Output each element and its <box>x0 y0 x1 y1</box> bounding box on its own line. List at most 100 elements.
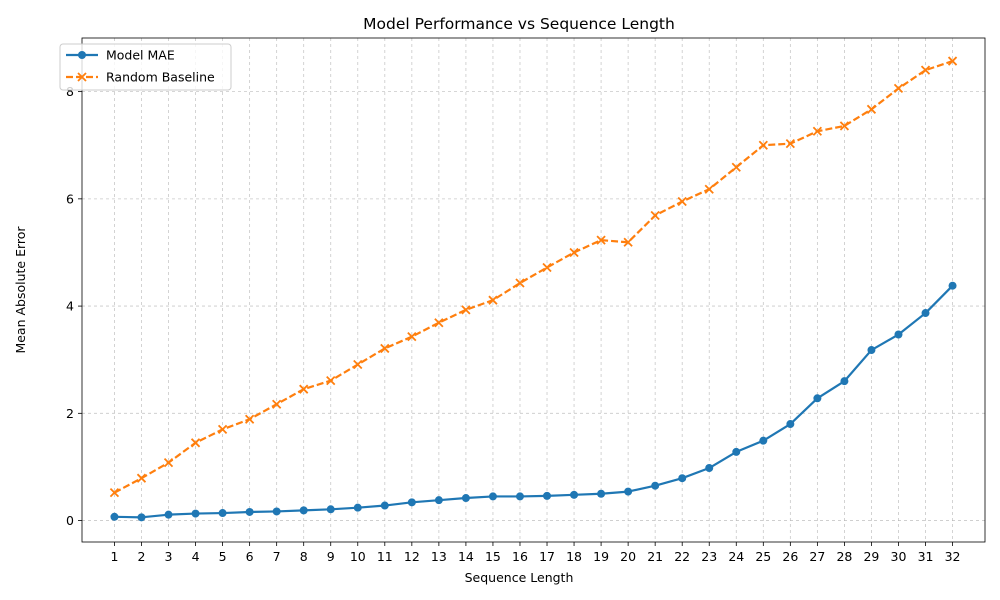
data-point-model-mae <box>299 506 308 515</box>
data-point-model-mae <box>705 464 714 473</box>
data-point-random-baseline <box>623 237 633 247</box>
data-point-model-mae <box>380 501 389 510</box>
grid <box>82 38 985 542</box>
x-tick-label: 5 <box>219 549 227 564</box>
data-point-random-baseline <box>920 65 931 75</box>
data-point-random-baseline <box>380 343 390 354</box>
data-point-random-baseline <box>650 210 660 221</box>
data-point-model-mae <box>137 513 146 522</box>
data-point-model-mae <box>624 487 633 496</box>
x-axis-label: Sequence Length <box>465 570 574 585</box>
data-point-model-mae <box>921 309 930 318</box>
legend-label-random-baseline: Random Baseline <box>106 70 215 85</box>
data-point-model-mae <box>570 490 579 499</box>
x-tick-label: 4 <box>192 549 200 564</box>
data-point-random-baseline <box>515 278 525 288</box>
data-point-random-baseline <box>812 126 823 136</box>
series-line-model-mae <box>114 284 954 519</box>
data-point-random-baseline <box>109 488 120 498</box>
x-axis: 1 2 3 4 5 6 7 8 9 10 11 12 13 14 15 16 17 18 19 20 21 22 23 24 2… <box>110 542 961 564</box>
data-point-model-mae <box>326 505 335 514</box>
data-point-random-baseline <box>299 384 309 394</box>
data-point-random-baseline <box>542 262 552 273</box>
y-axis-label: Mean Absolute Error <box>13 226 28 354</box>
data-point-random-baseline <box>947 56 958 66</box>
data-point-random-baseline <box>731 162 741 172</box>
x-tick-label: 32 <box>945 549 961 564</box>
data-point-random-baseline <box>326 375 336 386</box>
x-tick-label: 18 <box>566 549 582 564</box>
data-point-model-mae <box>678 474 687 483</box>
x-tick-label: 8 <box>300 549 308 564</box>
data-point-model-mae <box>651 481 660 490</box>
data-point-random-baseline <box>136 473 147 483</box>
y-axis: 0 2 4 6 8 <box>66 84 82 528</box>
x-tick-label: 12 <box>404 549 420 564</box>
x-tick-label: 10 <box>350 549 366 564</box>
x-tick-label: 11 <box>377 549 393 564</box>
x-tick-label: 14 <box>458 549 474 564</box>
data-point-model-mae <box>867 346 876 355</box>
x-tick-label: 24 <box>728 549 744 564</box>
x-tick-label: 13 <box>431 549 447 564</box>
x-tick-label: 2 <box>138 549 146 564</box>
data-point-random-baseline <box>677 196 687 207</box>
data-point-random-baseline <box>596 235 606 245</box>
data-point-random-baseline <box>758 140 768 150</box>
data-point-model-mae <box>110 512 119 521</box>
series-layer <box>109 56 958 522</box>
legend-label-model-mae: Model MAE <box>106 48 175 63</box>
data-point-random-baseline <box>866 104 877 114</box>
chart-title: Model Performance vs Sequence Length <box>363 15 675 33</box>
x-tick-label: 23 <box>701 549 717 564</box>
series-random-baseline <box>109 56 958 498</box>
data-point-random-baseline <box>353 359 363 370</box>
data-point-random-baseline <box>893 83 904 94</box>
series-model-mae <box>110 281 957 522</box>
data-point-model-mae <box>515 492 524 501</box>
data-point-random-baseline <box>488 295 498 305</box>
data-point-random-baseline <box>839 121 850 131</box>
data-point-model-mae <box>191 509 200 518</box>
y-tick-label: 4 <box>66 299 74 314</box>
data-point-model-mae <box>164 510 173 519</box>
data-point-model-mae <box>759 436 768 445</box>
data-point-model-mae <box>272 507 281 516</box>
data-point-model-mae <box>353 503 362 512</box>
legend: Model MAE Random Baseline <box>59 43 232 91</box>
data-point-model-mae <box>218 509 227 518</box>
data-point-model-mae <box>948 281 957 290</box>
x-tick-label: 26 <box>782 549 798 564</box>
x-tick-label: 20 <box>620 549 636 564</box>
y-tick-label: 0 <box>66 513 74 528</box>
data-point-model-mae <box>840 377 849 386</box>
data-point-random-baseline <box>785 138 795 149</box>
plot-frame <box>81 37 986 543</box>
x-tick-label: 15 <box>485 549 501 564</box>
data-point-random-baseline <box>434 318 444 328</box>
legend-marker-model-mae <box>78 51 86 59</box>
data-point-model-mae <box>543 491 552 500</box>
data-point-model-mae <box>786 420 795 429</box>
x-tick-label: 28 <box>836 549 852 564</box>
data-point-model-mae <box>434 496 443 505</box>
y-tick-label: 6 <box>66 191 74 206</box>
data-point-model-mae <box>597 489 606 498</box>
data-point-model-mae <box>488 492 497 501</box>
data-point-model-mae <box>245 507 254 516</box>
x-tick-label: 3 <box>165 549 173 564</box>
data-point-random-baseline <box>244 414 255 424</box>
data-point-random-baseline <box>190 438 201 448</box>
x-tick-label: 21 <box>647 549 663 564</box>
data-point-model-mae <box>461 494 470 503</box>
legend-box <box>59 43 232 91</box>
data-point-random-baseline <box>461 305 471 315</box>
x-tick-label: 1 <box>110 549 118 564</box>
x-tick-label: 31 <box>918 549 934 564</box>
x-tick-label: 6 <box>246 549 254 564</box>
x-tick-label: 29 <box>863 549 879 564</box>
data-point-model-mae <box>407 498 416 507</box>
y-tick-label: 8 <box>66 84 74 99</box>
